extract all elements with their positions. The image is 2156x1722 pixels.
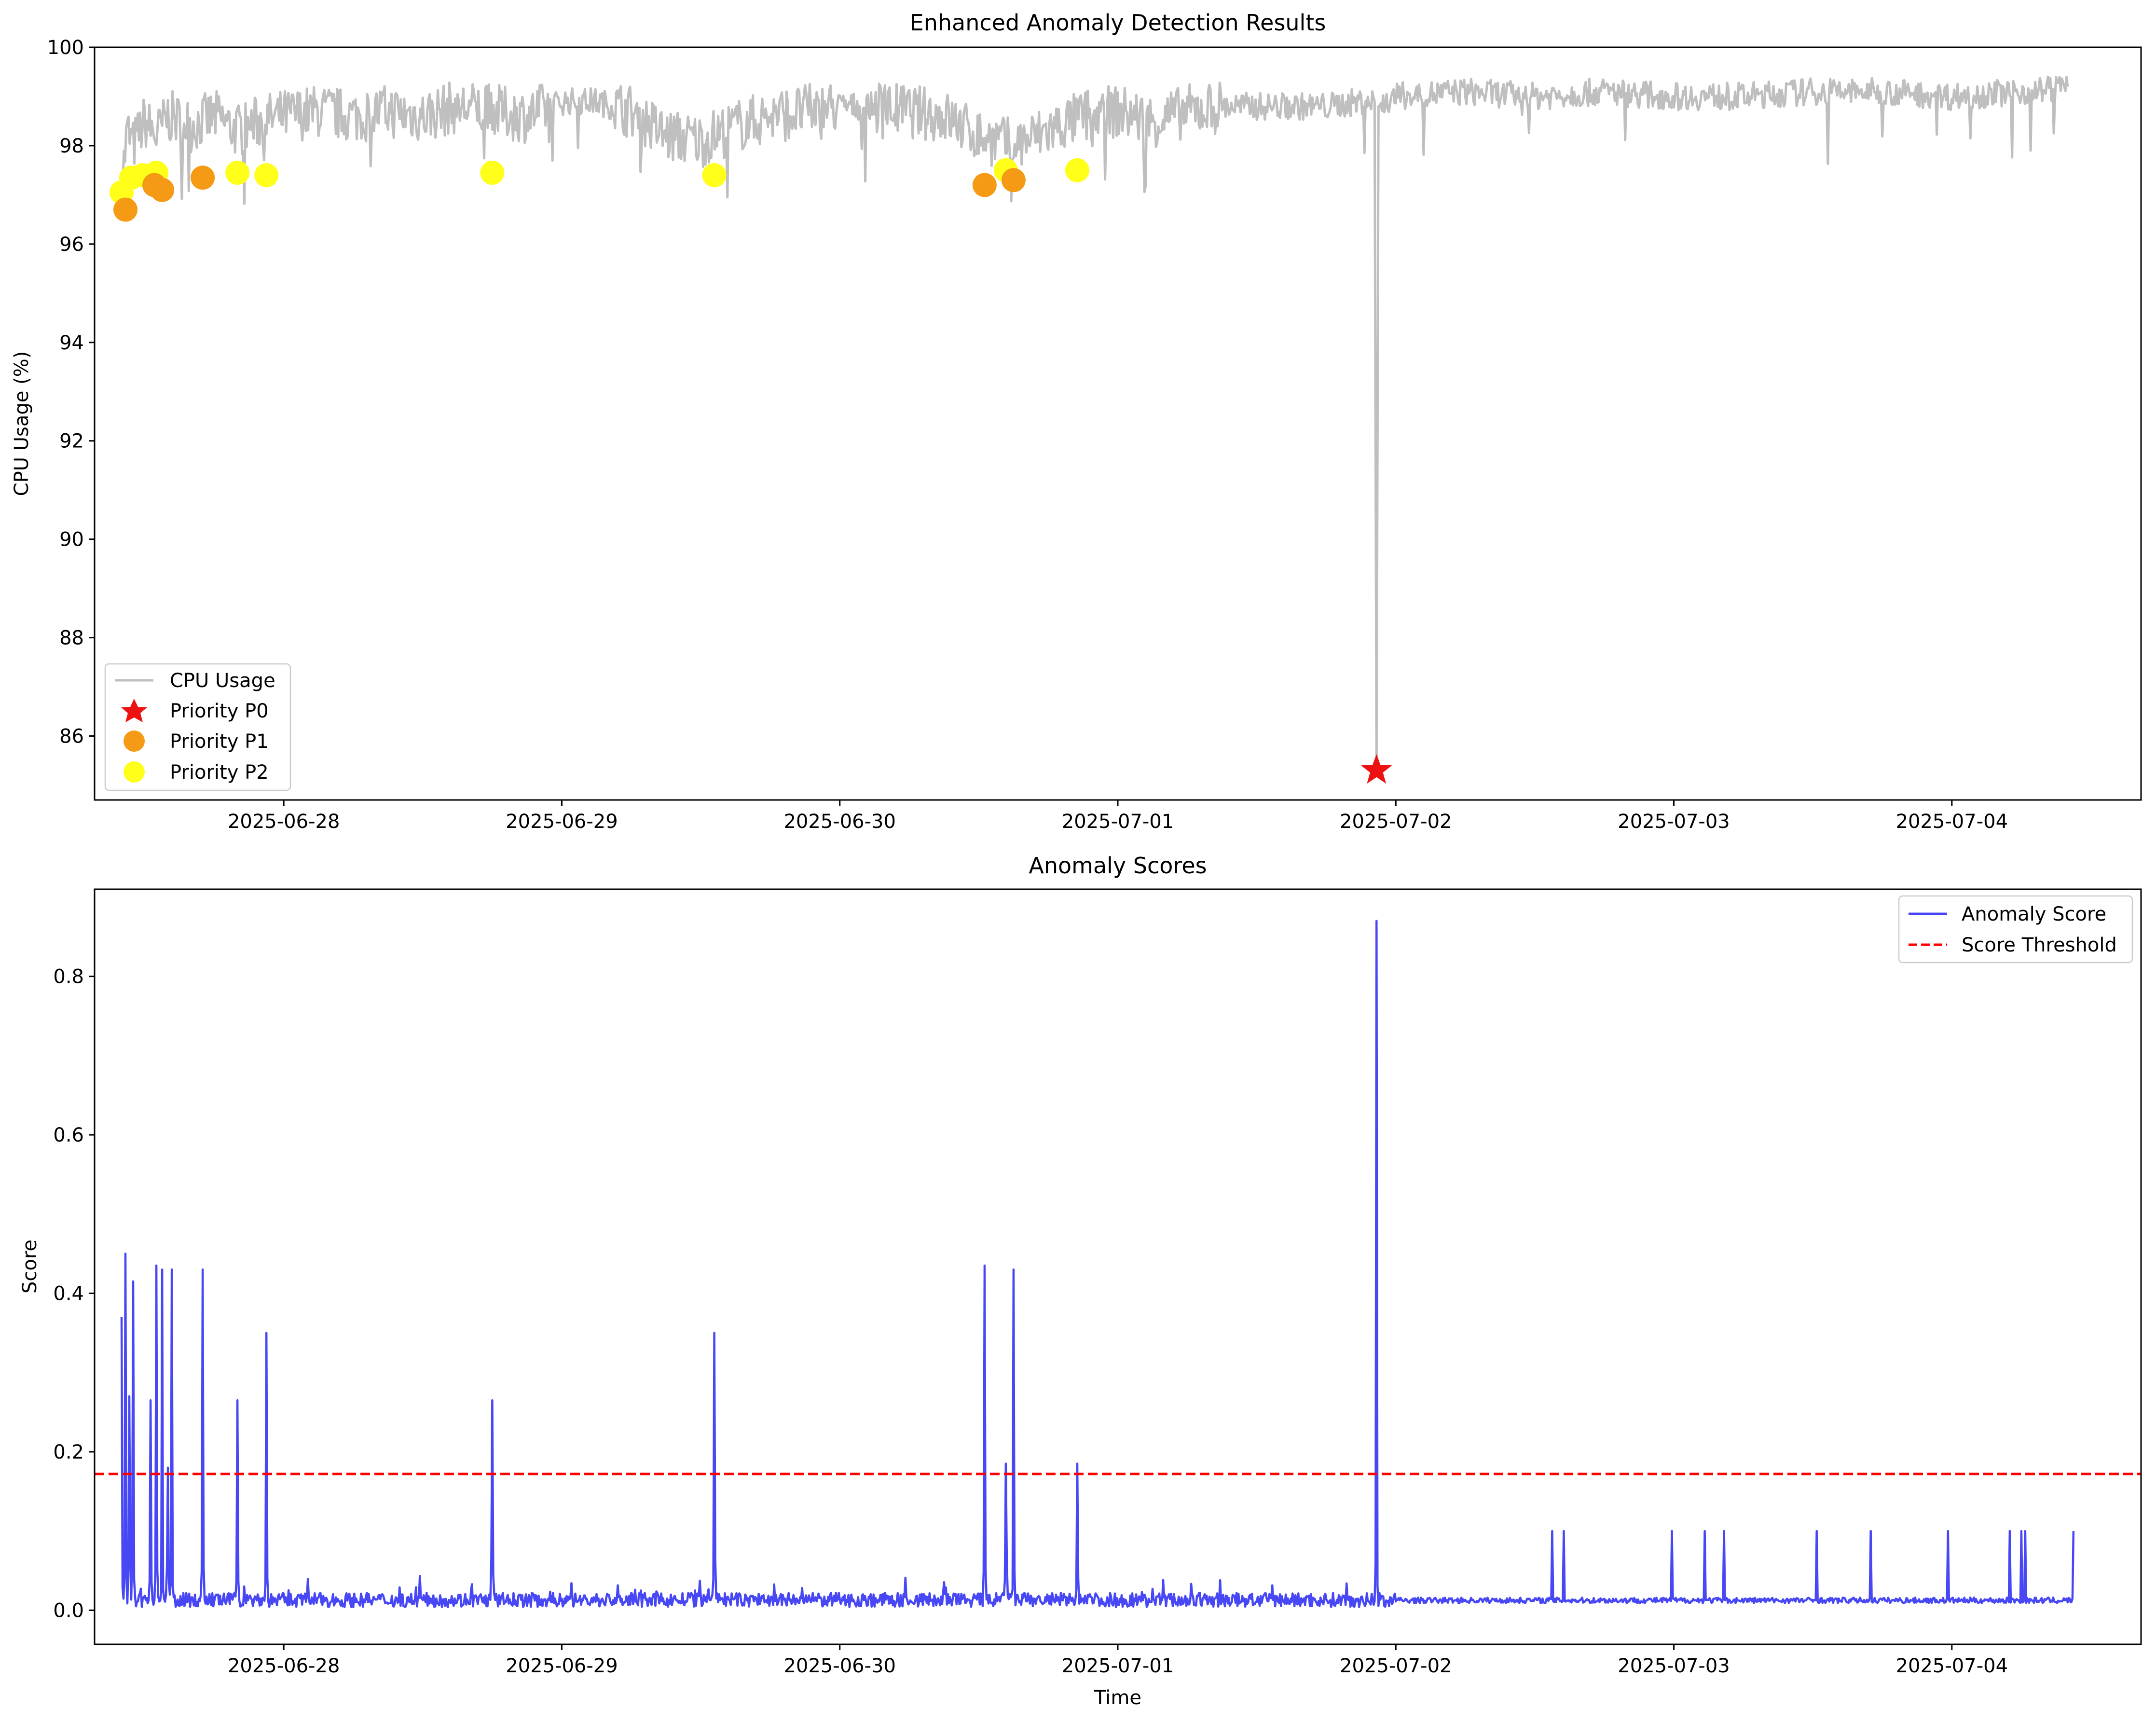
top-x-tick-label: 2025-07-02 xyxy=(1340,811,1452,833)
top-x-tick-label: 2025-06-29 xyxy=(506,811,618,833)
bottom-x-tick-label: 2025-06-30 xyxy=(783,1655,895,1677)
p2-anomaly-point xyxy=(702,163,727,188)
p1-anomaly-point xyxy=(972,173,997,197)
legend-p2-label: Priority P2 xyxy=(170,761,269,784)
p1-anomaly-point xyxy=(191,165,215,190)
legend-p0-star-icon xyxy=(121,699,147,722)
top-x-tick-label: 2025-07-04 xyxy=(1896,811,2008,833)
p1-anomaly-point xyxy=(1001,168,1026,193)
bottom-x-tick-label: 2025-06-28 xyxy=(228,1655,340,1677)
bottom-chart-title: Anomaly Scores xyxy=(1029,853,1207,879)
bottom-x-tick-label: 2025-06-29 xyxy=(506,1655,618,1677)
p1-anomaly-point xyxy=(150,178,175,202)
top-y-tick-label: 96 xyxy=(59,234,84,256)
top-y-tick-label: 94 xyxy=(59,332,84,354)
bottom-y-tick-label: 0.2 xyxy=(53,1441,84,1463)
top-x-tick-label: 2025-07-03 xyxy=(1618,811,1730,833)
bottom-axes-frame xyxy=(94,888,2142,1645)
bottom-x-axis-label: Time xyxy=(1094,1687,1141,1709)
top-plot-clip-group xyxy=(110,75,2069,784)
top-chart-title: Enhanced Anomaly Detection Results xyxy=(910,10,1326,36)
top-x-tick-label: 2025-07-01 xyxy=(1062,811,1174,833)
bottom-y-tick-label: 0.0 xyxy=(53,1599,84,1622)
bottom-legend: Anomaly Score Score Threshold xyxy=(1898,895,2133,964)
bottom-x-tick-label: 2025-07-03 xyxy=(1618,1655,1730,1677)
anomaly-score-line xyxy=(120,920,2075,1609)
bottom-y-axis-label: Score xyxy=(19,1240,41,1294)
top-y-tick-label: 86 xyxy=(59,725,84,747)
top-y-tick-label: 90 xyxy=(59,529,84,551)
p1-anomaly-point xyxy=(113,197,138,222)
p2-anomaly-point xyxy=(480,161,505,185)
top-panel: Enhanced Anomaly Detection Results CPU U… xyxy=(11,10,2142,833)
bottom-x-tick-label: 2025-07-04 xyxy=(1896,1655,2008,1677)
top-x-tick-label: 2025-06-28 xyxy=(228,811,340,833)
legend-p1-circle-icon xyxy=(124,730,145,752)
p2-anomaly-point xyxy=(1065,158,1089,182)
bottom-y-tick-label: 0.6 xyxy=(53,1124,84,1146)
top-legend: CPU Usage Priority P0 Priority P1 Priori… xyxy=(104,663,291,791)
top-y-tick-label: 92 xyxy=(59,430,84,453)
top-y-tick-label: 88 xyxy=(59,627,84,649)
legend-threshold-label: Score Threshold xyxy=(1962,934,2117,956)
bottom-panel: Anomaly Scores Score Time 2025-06-28 2025… xyxy=(19,853,2142,1709)
legend-cpu-usage-label: CPU Usage xyxy=(170,670,275,692)
bottom-x-tick-label: 2025-07-01 xyxy=(1062,1655,1174,1677)
top-x-tick-label: 2025-06-30 xyxy=(783,811,895,833)
legend-p2-circle-icon xyxy=(124,761,145,783)
top-ticks: 2025-06-28 2025-06-29 2025-06-30 2025-07-01… xyxy=(47,37,2008,833)
top-y-tick-label: 100 xyxy=(47,37,84,59)
top-axes-frame xyxy=(94,46,2142,801)
p2-anomaly-point xyxy=(254,163,279,188)
p2-anomaly-point xyxy=(225,161,250,185)
top-data-layer xyxy=(110,75,2069,784)
bottom-data-layer xyxy=(95,920,2141,1609)
bottom-y-tick-label: 0.4 xyxy=(53,1283,84,1305)
legend-anomaly-score-label: Anomaly Score xyxy=(1962,903,2106,925)
p0-anomaly-point xyxy=(1360,754,1392,784)
bottom-y-tick-label: 0.8 xyxy=(53,966,84,988)
bottom-x-tick-label: 2025-07-02 xyxy=(1340,1655,1452,1677)
legend-p1-label: Priority P1 xyxy=(170,730,269,753)
top-y-axis-label: CPU Usage (%) xyxy=(11,351,33,496)
bottom-plot-clip-group xyxy=(95,920,2141,1609)
cpu-usage-line xyxy=(120,75,2069,772)
legend-p0-label: Priority P0 xyxy=(170,700,269,722)
bottom-ticks: 2025-06-28 2025-06-29 2025-06-30 2025-07-01… xyxy=(53,966,2008,1677)
top-y-tick-label: 98 xyxy=(59,135,84,157)
